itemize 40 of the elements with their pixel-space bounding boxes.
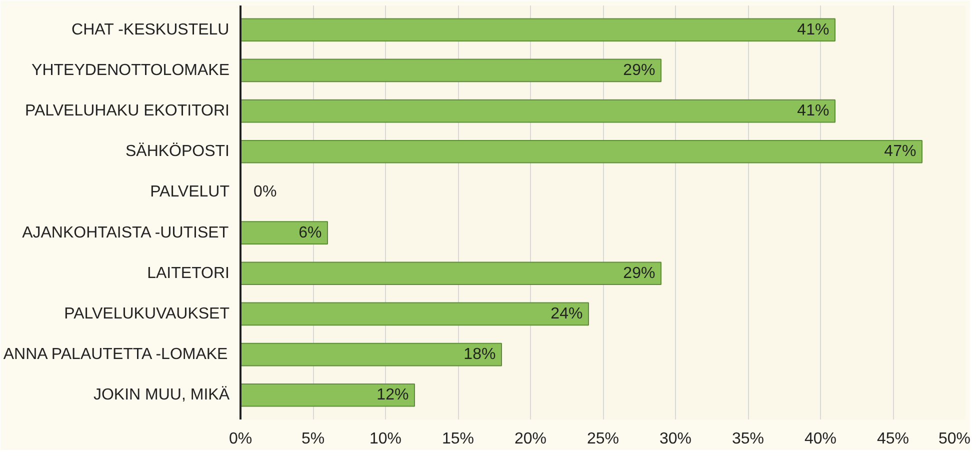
y-tick-label: YHTEYDENOTTOLOMAKE — [32, 62, 230, 79]
y-tick-label: PALVELUHAKU EKOTITORI — [25, 102, 230, 120]
x-tick-label: 0% — [228, 430, 252, 448]
y-tick-label: AJANKOHTAISTA -UUTISET — [22, 224, 229, 242]
x-tick-label: 25% — [586, 430, 620, 448]
data-label: 29% — [623, 62, 656, 79]
x-tick-label: 35% — [732, 430, 764, 448]
x-tick-label: 45% — [876, 430, 910, 448]
y-tick-label: PALVELUT — [150, 184, 230, 201]
data-label: 41% — [797, 21, 830, 38]
y-tick-label: PALVELUKUVAUKSET — [64, 305, 230, 322]
x-tick-label: 40% — [804, 430, 837, 448]
bar — [240, 58, 662, 82]
data-label: 6% — [298, 224, 322, 242]
bar — [240, 383, 415, 407]
x-tick-label: 50% — [938, 430, 971, 448]
data-label: 18% — [464, 346, 496, 364]
y-tick-label: JOKIN MUU, MIKÄ — [93, 386, 230, 404]
x-tick-label: 15% — [442, 430, 474, 448]
data-label: 24% — [550, 305, 583, 322]
bar — [240, 262, 662, 286]
y-tick-label: SÄHKÖPOSTI — [125, 142, 230, 160]
bar — [240, 221, 328, 244]
bar — [240, 99, 836, 123]
bar — [240, 140, 922, 164]
x-tick-label: 30% — [659, 430, 692, 448]
bar — [240, 18, 836, 42]
data-label: 41% — [797, 102, 830, 120]
y-tick-label: LAITETORI — [147, 264, 230, 282]
data-label: 12% — [376, 386, 409, 404]
bar — [240, 342, 502, 366]
x-tick-label: 10% — [369, 430, 402, 448]
y-tick-label: ANNA PALAUTETTA -LOMAKE — [3, 346, 228, 364]
data-label: 47% — [884, 143, 916, 160]
data-label: 29% — [623, 264, 656, 282]
y-tick-label: CHAT -KESKUSTELU — [72, 21, 230, 38]
data-label: 0% — [254, 184, 277, 201]
x-tick-label: 5% — [301, 430, 325, 448]
x-tick-label: 20% — [514, 430, 547, 448]
bar — [240, 302, 589, 326]
